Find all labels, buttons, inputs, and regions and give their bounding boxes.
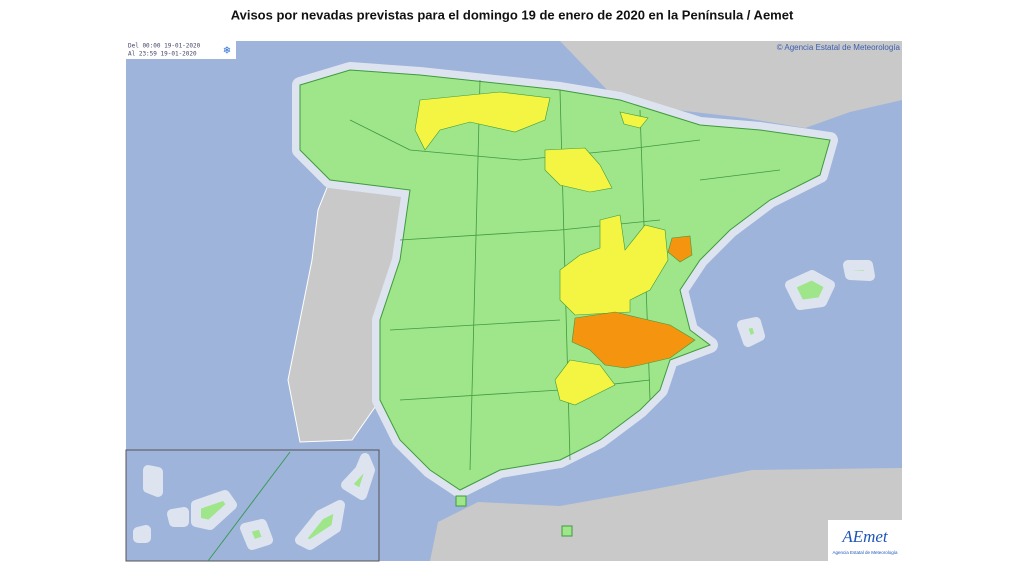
- snow-icon: ❄: [223, 46, 231, 57]
- warning-yellow: [554, 359, 616, 406]
- logo-name: AEmet: [841, 527, 889, 546]
- logo: AEmet Agencia Estatal de Meteorología: [828, 520, 902, 561]
- warning-orange: [667, 235, 693, 263]
- valid-to: Al 23:59 19-01-2020: [128, 51, 197, 58]
- canary-inset: [125, 449, 380, 562]
- france: [560, 41, 902, 128]
- melilla: [561, 525, 573, 537]
- warning-orange: [571, 311, 696, 369]
- copyright: © Agencia Estatal de Meteorología: [777, 43, 901, 52]
- warning-yellow: [544, 147, 613, 193]
- valid-from: Del 00:00 19-01-2020: [128, 43, 201, 50]
- warning-yellow: [559, 214, 669, 316]
- warning-yellow: [414, 91, 551, 151]
- title: Avisos por nevadas previstas para el dom…: [231, 7, 794, 22]
- validity-box: Del 00:00 19-01-2020 Al 23:59 19-01-2020…: [126, 41, 236, 59]
- balearic-islands: [737, 260, 875, 347]
- map: Del 00:00 19-01-2020 Al 23:59 19-01-2020…: [125, 41, 902, 562]
- spain: [292, 62, 875, 537]
- ceuta: [455, 495, 467, 507]
- warning-yellow: [619, 111, 649, 129]
- logo-subtitle: Agencia Estatal de Meteorología: [832, 550, 898, 555]
- africa: [430, 468, 902, 561]
